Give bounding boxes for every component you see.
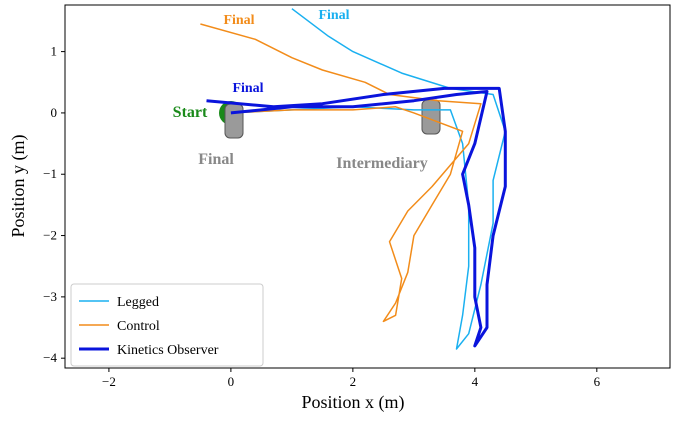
legend-label: Control [117, 319, 160, 334]
annotation: Intermediary [336, 155, 428, 172]
x-tick-label: 4 [472, 374, 479, 389]
plot-frame [64, 4, 671, 369]
trajectory [200, 23, 482, 323]
x-tick-label: 2 [350, 374, 357, 389]
legend-label: Legged [117, 295, 159, 310]
y-tick-label: 0 [51, 105, 58, 120]
x-tick-label: 0 [228, 374, 235, 389]
x-tick-label: −2 [102, 374, 116, 389]
x-axis-label: Position x (m) [301, 392, 404, 413]
legend-label: Kinetics Observer [117, 343, 219, 358]
y-tick-label: −4 [43, 350, 57, 365]
y-tick-label: −2 [43, 228, 57, 243]
annotation: Start [173, 104, 208, 121]
robot-start [219, 101, 244, 139]
y-tick-label: −1 [43, 166, 57, 181]
legend-box [70, 283, 264, 367]
annotation: Final [232, 81, 263, 96]
y-tick-label: 1 [51, 44, 58, 59]
trajectory [230, 8, 507, 350]
y-axis-label: Position y (m) [8, 134, 29, 237]
trajectory [206, 86, 507, 348]
x-tick-label: 6 [594, 374, 601, 389]
annotation: Final [318, 8, 349, 23]
y-tick-label: −3 [43, 289, 57, 304]
annotation: Final [198, 151, 234, 168]
annotation: Final [223, 13, 254, 28]
